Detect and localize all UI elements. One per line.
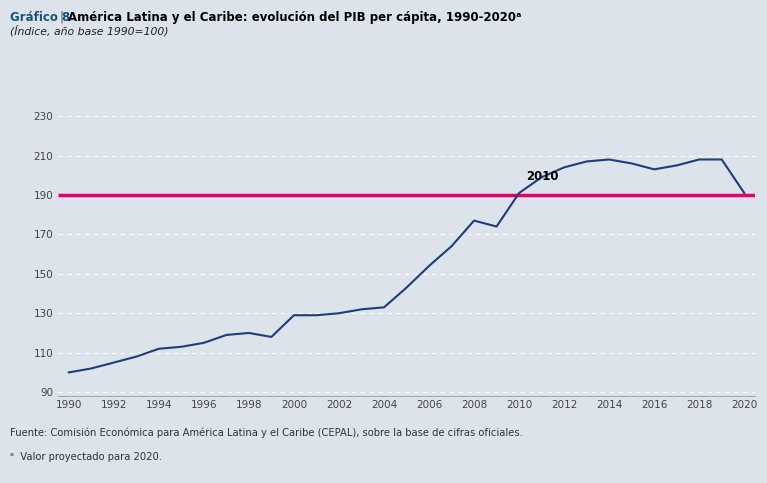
Text: |: | bbox=[59, 11, 63, 24]
Text: ᵃ  Valor proyectado para 2020.: ᵃ Valor proyectado para 2020. bbox=[10, 452, 162, 462]
Text: América Latina y el Caribe: evolución del PIB per cápita, 1990-2020ᵃ: América Latina y el Caribe: evolución de… bbox=[68, 11, 522, 24]
Text: 2010: 2010 bbox=[526, 170, 558, 183]
Text: Fuente: Comisión Económica para América Latina y el Caribe (CEPAL), sobre la bas: Fuente: Comisión Económica para América … bbox=[10, 427, 523, 438]
Text: (Índice, año base 1990=100): (Índice, año base 1990=100) bbox=[10, 25, 169, 37]
Text: Gráfico 8: Gráfico 8 bbox=[10, 11, 71, 24]
